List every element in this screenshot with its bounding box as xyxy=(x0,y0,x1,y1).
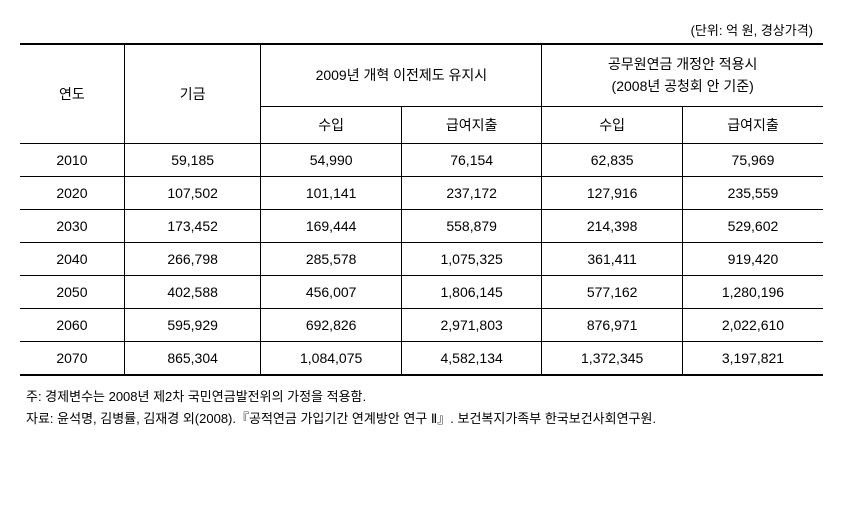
table-body: 2010 59,185 54,990 76,154 62,835 75,969 … xyxy=(20,143,823,375)
cell-g1-income: 1,084,075 xyxy=(261,341,402,375)
cell-g2-income: 361,411 xyxy=(542,242,683,275)
cell-g2-benefit: 235,559 xyxy=(682,176,823,209)
cell-g1-income: 456,007 xyxy=(261,275,402,308)
cell-g2-benefit: 2,022,610 xyxy=(682,308,823,341)
cell-g1-benefit: 1,075,325 xyxy=(401,242,542,275)
cell-year: 2030 xyxy=(20,209,124,242)
footnote-section: 주: 경제변수는 2008년 제2차 국민연금발전위의 가정을 적용함. 자료:… xyxy=(20,386,823,430)
cell-g1-income: 54,990 xyxy=(261,143,402,176)
cell-g2-income: 577,162 xyxy=(542,275,683,308)
cell-g2-benefit: 3,197,821 xyxy=(682,341,823,375)
header-group1: 2009년 개혁 이전제도 유지시 xyxy=(261,44,542,106)
footnote-note: 주: 경제변수는 2008년 제2차 국민연금발전위의 가정을 적용함. xyxy=(26,386,823,408)
cell-fund: 173,452 xyxy=(124,209,261,242)
header-group2-line2: (2008년 공청회 안 기준) xyxy=(612,78,754,94)
cell-g2-income: 876,971 xyxy=(542,308,683,341)
cell-g1-income: 101,141 xyxy=(261,176,402,209)
header-fund: 기금 xyxy=(124,44,261,143)
header-group2-line1: 공무원연금 개정안 적용시 xyxy=(608,56,757,72)
cell-year: 2010 xyxy=(20,143,124,176)
table-row: 2010 59,185 54,990 76,154 62,835 75,969 xyxy=(20,143,823,176)
cell-g1-benefit: 4,582,134 xyxy=(401,341,542,375)
header-year: 연도 xyxy=(20,44,124,143)
cell-g2-benefit: 919,420 xyxy=(682,242,823,275)
cell-g2-benefit: 1,280,196 xyxy=(682,275,823,308)
table-row: 2070 865,304 1,084,075 4,582,134 1,372,3… xyxy=(20,341,823,375)
header-g2-benefit: 급여지출 xyxy=(682,106,823,143)
cell-g1-benefit: 2,971,803 xyxy=(401,308,542,341)
table-row: 2030 173,452 169,444 558,879 214,398 529… xyxy=(20,209,823,242)
cell-fund: 402,588 xyxy=(124,275,261,308)
cell-g1-benefit: 76,154 xyxy=(401,143,542,176)
footnote-source: 자료: 윤석명, 김병률, 김재경 외(2008).『공적연금 가입기간 연계방… xyxy=(26,408,823,430)
header-g2-income: 수입 xyxy=(542,106,683,143)
cell-g1-benefit: 237,172 xyxy=(401,176,542,209)
cell-g2-income: 62,835 xyxy=(542,143,683,176)
table-row: 2050 402,588 456,007 1,806,145 577,162 1… xyxy=(20,275,823,308)
cell-g1-benefit: 1,806,145 xyxy=(401,275,542,308)
cell-fund: 107,502 xyxy=(124,176,261,209)
cell-g1-income: 285,578 xyxy=(261,242,402,275)
cell-fund: 865,304 xyxy=(124,341,261,375)
cell-fund: 595,929 xyxy=(124,308,261,341)
cell-year: 2050 xyxy=(20,275,124,308)
header-group2: 공무원연금 개정안 적용시 (2008년 공청회 안 기준) xyxy=(542,44,823,106)
cell-g2-benefit: 529,602 xyxy=(682,209,823,242)
table-row: 2060 595,929 692,826 2,971,803 876,971 2… xyxy=(20,308,823,341)
cell-g1-income: 169,444 xyxy=(261,209,402,242)
header-g1-benefit: 급여지출 xyxy=(401,106,542,143)
cell-g2-income: 1,372,345 xyxy=(542,341,683,375)
cell-fund: 59,185 xyxy=(124,143,261,176)
cell-g2-income: 127,916 xyxy=(542,176,683,209)
cell-year: 2040 xyxy=(20,242,124,275)
cell-year: 2070 xyxy=(20,341,124,375)
cell-year: 2060 xyxy=(20,308,124,341)
pension-projection-table: 연도 기금 2009년 개혁 이전제도 유지시 공무원연금 개정안 적용시 (2… xyxy=(20,43,823,376)
cell-g1-income: 692,826 xyxy=(261,308,402,341)
table-row: 2040 266,798 285,578 1,075,325 361,411 9… xyxy=(20,242,823,275)
unit-label: (단위: 억 원, 경상가격) xyxy=(20,20,823,39)
cell-g2-income: 214,398 xyxy=(542,209,683,242)
table-row: 2020 107,502 101,141 237,172 127,916 235… xyxy=(20,176,823,209)
header-g1-income: 수입 xyxy=(261,106,402,143)
cell-fund: 266,798 xyxy=(124,242,261,275)
cell-year: 2020 xyxy=(20,176,124,209)
cell-g2-benefit: 75,969 xyxy=(682,143,823,176)
cell-g1-benefit: 558,879 xyxy=(401,209,542,242)
